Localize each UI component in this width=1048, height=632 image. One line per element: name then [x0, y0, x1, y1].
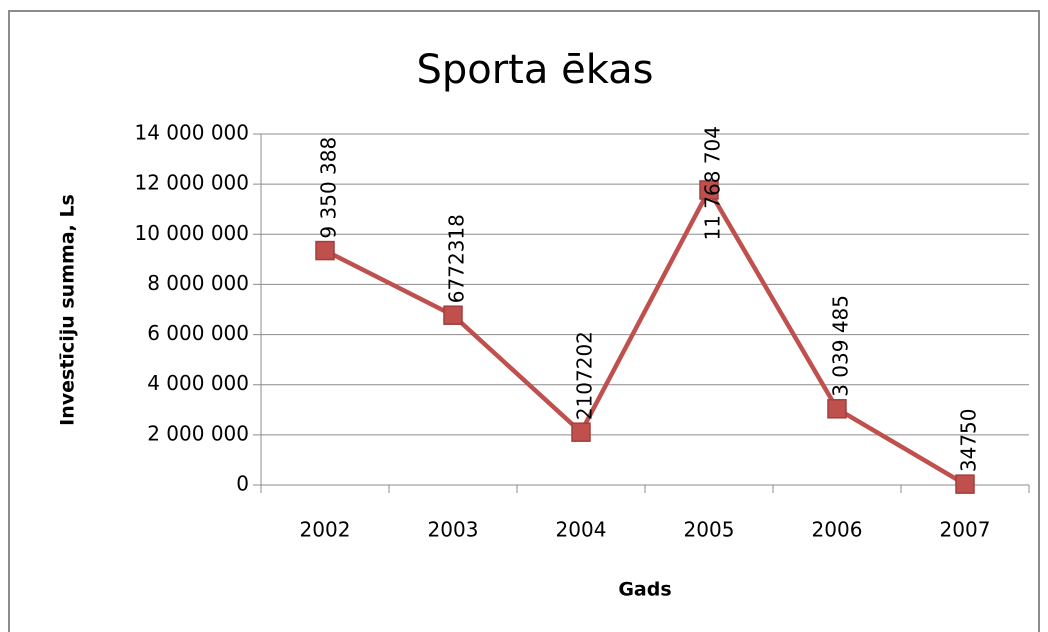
y-tick-label: 12 000 000	[134, 171, 249, 195]
data-label: 34750	[957, 409, 981, 473]
x-tick-label: 2006	[812, 518, 863, 542]
x-tick-label: 2005	[684, 518, 735, 542]
chart-border	[8, 10, 1040, 632]
data-label: 11 768 704	[701, 126, 725, 241]
marker	[955, 474, 975, 494]
y-tick-label: 6 000 000	[147, 321, 249, 345]
y-tick-label: 2 000 000	[147, 421, 249, 445]
x-tick-label: 2003	[428, 518, 479, 542]
y-tick-label: 0	[236, 472, 249, 496]
x-axis-label: Gads	[618, 579, 671, 601]
y-tick-label: 8 000 000	[147, 271, 249, 295]
series-line	[323, 187, 967, 487]
x-tick-label: 2002	[300, 518, 351, 542]
x-tick-label: 2004	[556, 518, 607, 542]
data-label: 3 039 485	[829, 295, 853, 397]
marker	[699, 180, 719, 200]
marker	[571, 422, 591, 442]
marker	[315, 240, 335, 261]
marker	[827, 399, 847, 419]
x-tick-label: 2007	[940, 518, 991, 542]
y-tick-label: 10 000 000	[134, 221, 249, 245]
data-label: 2107202	[573, 331, 597, 420]
marker	[443, 305, 463, 325]
data-label: 9 350 388	[317, 137, 341, 239]
y-tick-label: 14 000 000	[134, 121, 249, 145]
y-tick-label: 4 000 000	[147, 371, 249, 395]
chart-title: Sporta ēkas	[416, 47, 653, 93]
data-label: 6772318	[445, 214, 469, 303]
y-axis-label: Investīciju summa, Ls	[57, 194, 79, 426]
